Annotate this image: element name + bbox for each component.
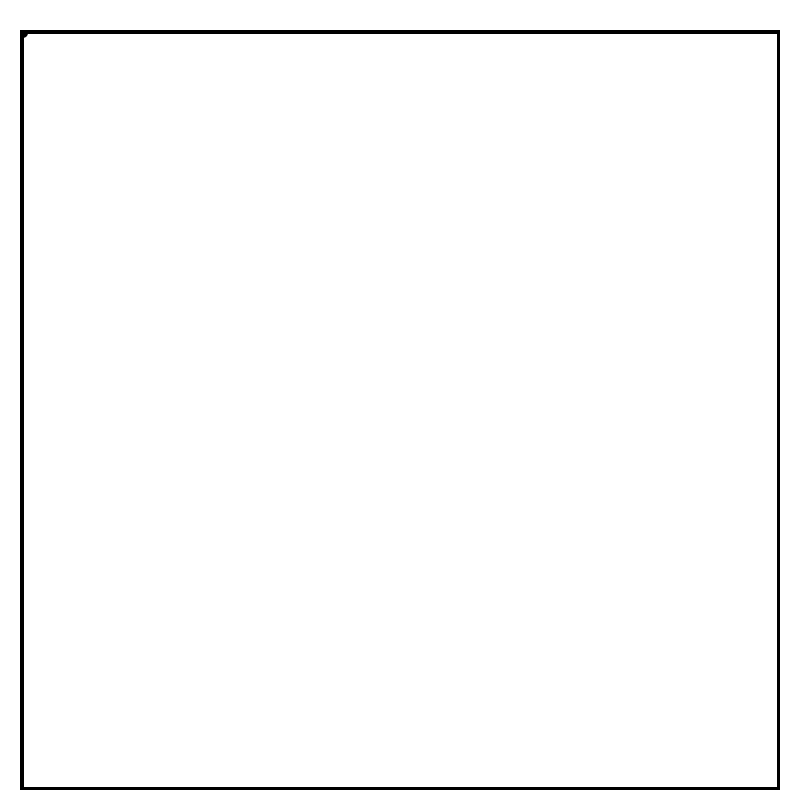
chart-frame xyxy=(20,30,780,790)
heatmap-canvas xyxy=(23,33,777,787)
crosshair-horizontal xyxy=(23,33,777,34)
crosshair-vertical xyxy=(23,33,24,787)
